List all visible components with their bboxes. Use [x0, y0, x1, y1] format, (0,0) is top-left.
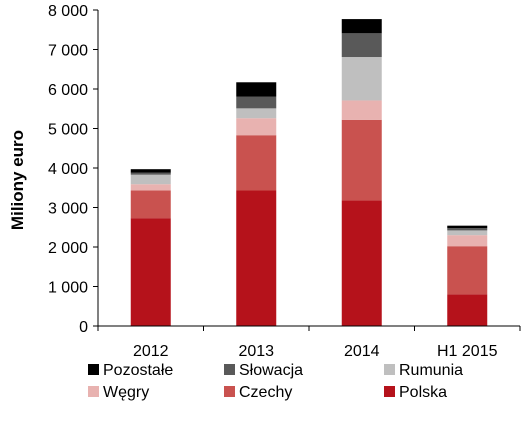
y-tick-label: 6 000	[48, 82, 88, 99]
bar-segment	[130, 169, 171, 173]
bar-segment	[130, 172, 171, 175]
bar-segment	[130, 174, 171, 185]
x-tick-label: H1 2015	[437, 343, 498, 360]
bar-segment	[236, 108, 277, 119]
bars-group	[130, 19, 488, 326]
x-tick-label: 2014	[344, 343, 380, 360]
x-tick-label: 2012	[133, 343, 169, 360]
y-tick-label: 0	[79, 319, 88, 336]
bar-segment	[447, 225, 488, 229]
legend-swatch	[384, 364, 395, 375]
bar-segment	[341, 100, 382, 120]
bar-segment	[236, 82, 277, 97]
bar-segment	[341, 119, 382, 201]
y-tick-label: 1 000	[48, 280, 88, 297]
legend-label: Rumunia	[399, 362, 463, 379]
legend-swatch	[224, 364, 235, 375]
legend-swatch	[224, 386, 235, 397]
legend-swatch	[88, 386, 99, 397]
bar-segment	[236, 96, 277, 109]
bar-segment	[341, 19, 382, 34]
y-tick-label: 5 000	[48, 122, 88, 139]
x-tick-label: 2013	[238, 343, 274, 360]
bar-segment	[236, 190, 277, 326]
x-axis: 2012 2013 2014 H1 2015	[97, 325, 521, 360]
bar-segment	[447, 235, 488, 247]
legend-label: Czechy	[239, 384, 292, 401]
y-tick-label: 3 000	[48, 201, 88, 218]
y-tick-label: 8 000	[48, 3, 88, 20]
bar-segment	[341, 57, 382, 101]
y-axis-label: Miliony euro	[8, 130, 27, 230]
legend: Pozostałe Słowacja Rumunia Węgry Czechy Polsk…	[88, 362, 463, 401]
bar-segment	[236, 118, 277, 136]
y-tick-label: 4 000	[48, 161, 88, 178]
bar-segment	[447, 230, 488, 236]
bar-segment	[130, 184, 171, 191]
legend-swatch	[88, 364, 99, 375]
legend-label: Węgry	[103, 384, 149, 401]
legend-label: Słowacja	[239, 362, 303, 379]
bar-segment	[447, 294, 488, 326]
legend-label: Polska	[399, 384, 447, 401]
bar-segment	[130, 218, 171, 326]
legend-label: Pozostałe	[103, 362, 173, 379]
bar-segment	[130, 190, 171, 219]
bar-segment	[341, 200, 382, 326]
bar-segment	[341, 33, 382, 58]
bar-segment	[447, 228, 488, 231]
y-axis: 0 1 000 2 000 3 000 4 000 5 000 6 000 7 000 8 00…	[48, 3, 99, 336]
bar-segment	[236, 135, 277, 191]
legend-swatch	[384, 386, 395, 397]
bar-segment	[447, 246, 488, 295]
y-tick-label: 7 000	[48, 43, 88, 60]
y-tick-label: 2 000	[48, 240, 88, 257]
